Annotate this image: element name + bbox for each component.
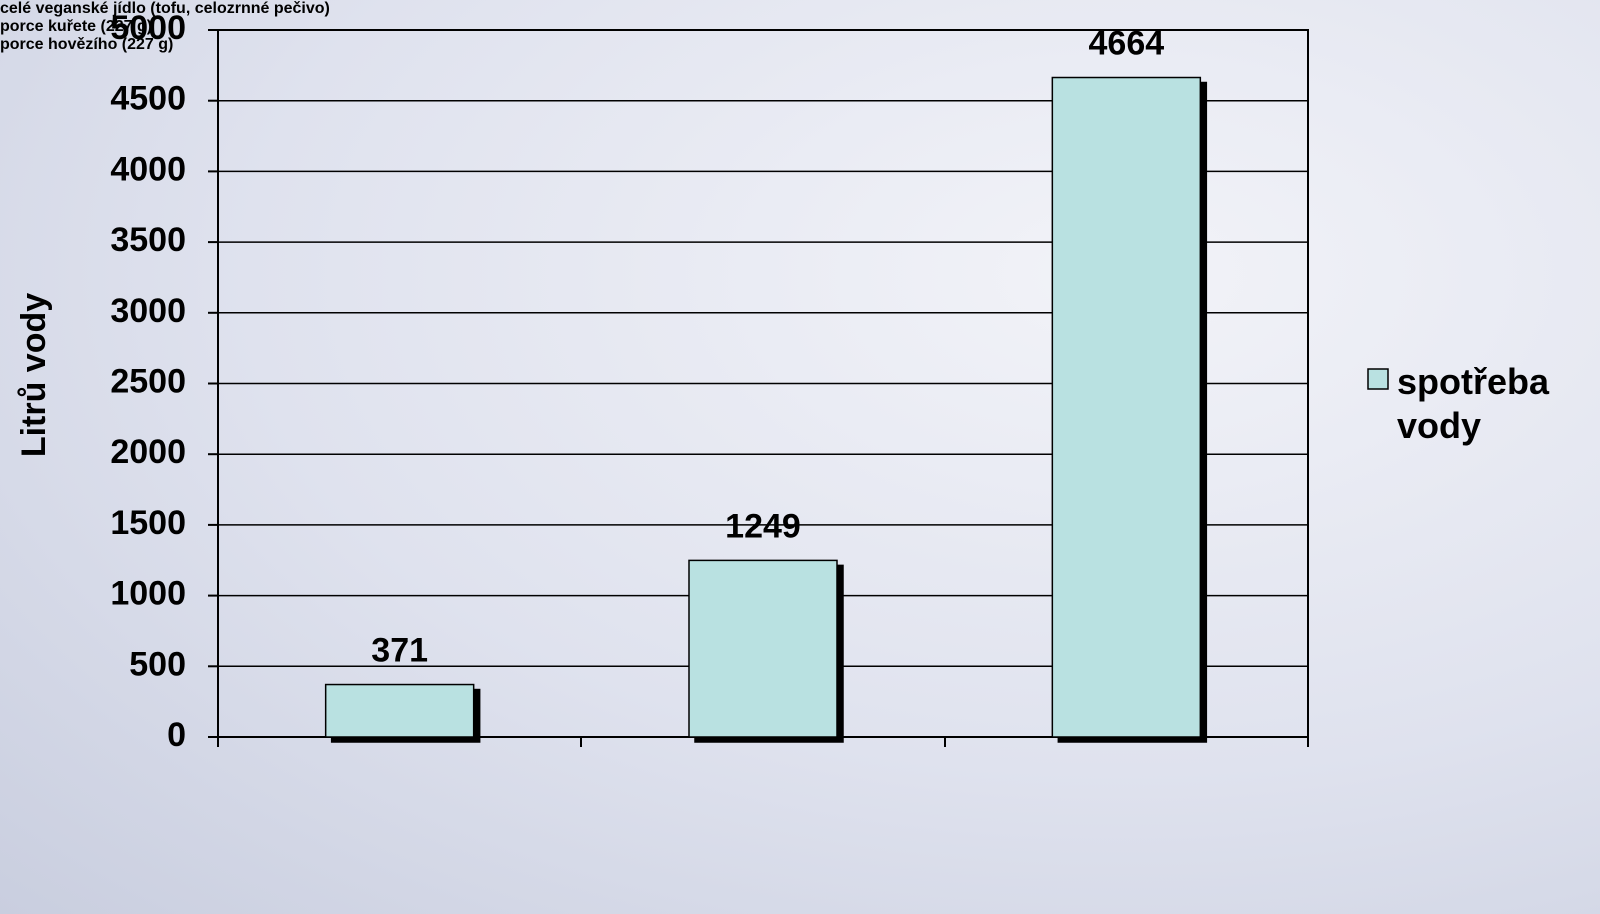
- y-tick-label: 1500: [110, 504, 186, 542]
- legend-swatch: [1367, 368, 1389, 390]
- bar: [1051, 76, 1202, 738]
- bar: [688, 559, 838, 738]
- data-label: 1249: [725, 507, 801, 545]
- data-label: 371: [371, 632, 428, 670]
- y-tick-label: 5000: [110, 9, 186, 47]
- x-tick-label: celé veganské jídlo (tofu, celozrnné peč…: [0, 0, 330, 17]
- x-tick-label: porce hovězího (227 g): [0, 36, 174, 53]
- y-tick-label: 500: [129, 645, 186, 683]
- y-tick-label: 4000: [110, 150, 186, 188]
- y-tick-label: 1000: [110, 575, 186, 613]
- y-tick-label: 0: [167, 716, 186, 754]
- y-tick-label: 2000: [110, 433, 186, 471]
- data-label: 4664: [1089, 24, 1165, 62]
- y-axis-label: Litrů vody: [15, 293, 53, 457]
- legend-label: spotřeba vody: [1397, 361, 1550, 446]
- y-tick-label: 4500: [110, 80, 186, 118]
- bar: [324, 683, 475, 738]
- y-tick-label: 3000: [110, 292, 186, 330]
- y-tick-label: 2500: [110, 362, 186, 400]
- x-tick-label: porce kuřete (227 g): [0, 18, 153, 35]
- y-tick-label: 3500: [110, 221, 186, 259]
